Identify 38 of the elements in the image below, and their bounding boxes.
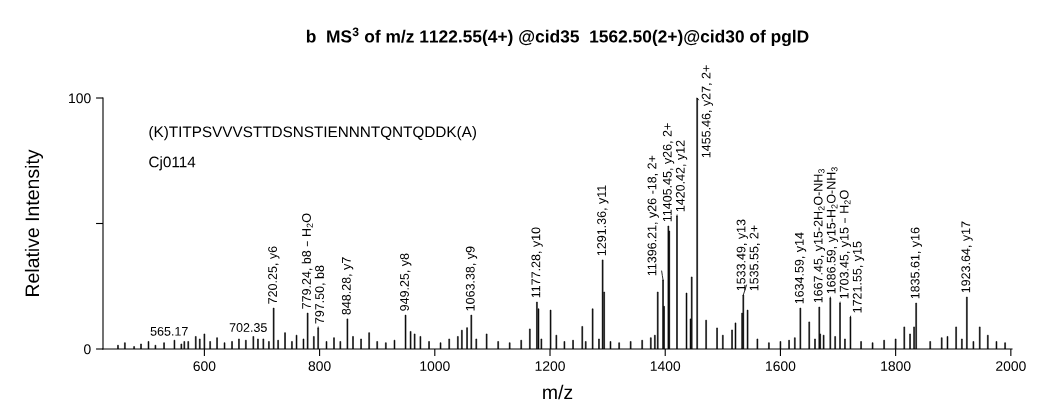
x-tick-label: 1000	[420, 361, 450, 372]
x-tick-label: 1800	[881, 361, 911, 372]
y-tick-label: 0	[84, 344, 91, 355]
annotation: 1667.45, y15-2H$_{2}$O-NH$_{3}$	[813, 169, 826, 303]
y-axis-title: Relative Intensity	[24, 149, 44, 296]
chart-title: b MS$^{3}$ of m/z 1122.55(4+) @cid35 1562.50(2+)@cid30 of pglD	[306, 27, 809, 47]
annotation: 1686.59, y15-H$_{2}$O-NH$_{3}$	[826, 167, 839, 294]
annotation: 565.17	[150, 326, 188, 336]
annotation: 1455.46, y27, 2+	[701, 65, 713, 158]
annotation: 720.25, y6	[268, 246, 280, 304]
annotation: 779.24, b8 – H$_{2}$O	[301, 213, 313, 309]
x-tick-label: 800	[308, 361, 331, 372]
annotation: 949.25, y8	[400, 253, 412, 311]
annotation: 1835.61, y16	[910, 227, 922, 299]
x-tick-label: 1400	[650, 361, 681, 372]
annotation: (K)TITPSVVVSTTDSNSTIENNNTQNTQDDK(A)	[149, 126, 476, 141]
y-tick-label: 100	[69, 93, 91, 104]
annotation: 848.28, y7	[341, 257, 354, 315]
x-tick-label: 1200	[535, 361, 565, 372]
annotation: 1721.55, y15	[852, 241, 865, 313]
annotation: 702.35	[229, 323, 267, 332]
annotation: 1420.42, y12	[675, 140, 688, 212]
x-axis-title: m/z	[543, 384, 573, 400]
annotation: 1291.36, y11	[597, 185, 609, 256]
annotation: 1923.64, y17	[961, 221, 973, 293]
annotation: 1703.45, y15 – H$_{2}$O	[839, 190, 852, 299]
annotation: 797.50, b8	[314, 265, 326, 324]
annotation: 1063.38, y9	[465, 246, 478, 311]
x-tick-label: 1600	[766, 361, 796, 372]
annotation: 1177.28, y10	[531, 227, 543, 298]
annotation: 1634.59, y14	[794, 232, 807, 304]
annotation: 1533.49, y13	[736, 219, 748, 291]
annotation: 11405.45, y26, 2+	[662, 123, 675, 222]
annotation: 11396.21, y26 -18, 2+	[647, 155, 659, 276]
x-tick-label: 600	[193, 361, 216, 372]
annotation: 1535.55, 2+	[749, 225, 760, 291]
annotation: Cj0114	[149, 156, 196, 171]
x-tick-label: 2000	[996, 361, 1026, 372]
